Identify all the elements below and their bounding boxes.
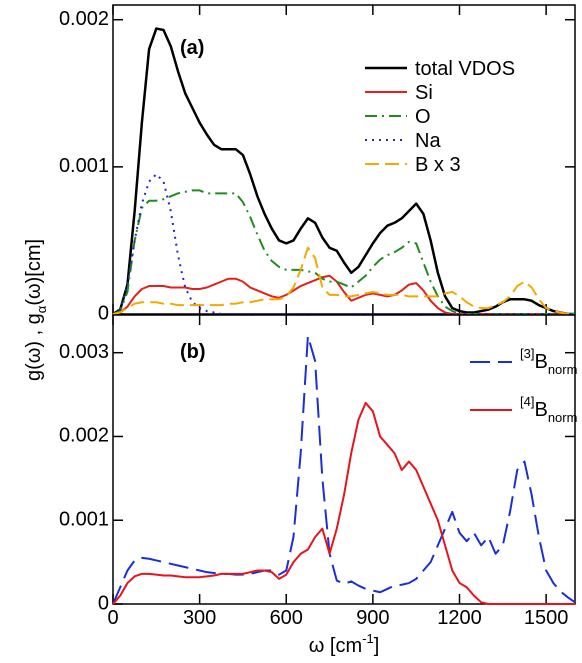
series-line	[112, 246, 575, 315]
series-line	[112, 334, 576, 605]
y-tick-label: 0.003	[59, 341, 109, 363]
x-tick-label: 1200	[437, 607, 482, 629]
legend-label-sub: norm	[548, 410, 578, 425]
legend-label-sup: [4]	[520, 394, 534, 409]
legend-label-sub: norm	[548, 362, 578, 377]
x-tick-label: 300	[183, 607, 216, 629]
legend-label: B x 3	[415, 154, 461, 176]
y-label-tail: (ω)[cm]	[23, 239, 45, 306]
legend-label: total VDOS	[415, 58, 515, 80]
legend-label-sup: [3]	[520, 346, 534, 361]
y-tick-label: 0.002	[59, 8, 109, 30]
y-label-main: g(ω) , g	[23, 313, 45, 381]
legend-label-base: B	[534, 351, 547, 373]
x-tick-label: 1500	[524, 607, 569, 629]
y-tick-label: 0	[98, 302, 109, 324]
y-label-sub: α	[34, 305, 49, 313]
legend-label-base: B	[534, 399, 547, 421]
legend-label: [4]Bnorm	[520, 394, 577, 425]
panel-label: (b)	[180, 341, 206, 363]
y-tick-label: 0.001	[59, 155, 109, 177]
x-label-tail: ]	[374, 635, 380, 657]
x-tick-label: 0	[107, 607, 118, 629]
plot-frame	[112, 4, 576, 315]
x-label-main: ω [cm	[309, 635, 362, 657]
y-axis-label: g(ω) , gα(ω)[cm]	[23, 239, 49, 381]
series-line	[112, 189, 575, 315]
legend-label: [3]Bnorm	[520, 346, 577, 377]
series-line	[112, 27, 575, 316]
legend-label: Si	[415, 82, 433, 104]
plot-frame	[112, 314, 576, 605]
y-tick-label: 0.001	[59, 509, 109, 531]
legend-label: O	[415, 106, 431, 128]
x-tick-label: 600	[270, 607, 303, 629]
y-tick-label: 0	[98, 592, 109, 614]
y-tick-label: 0.002	[59, 425, 109, 447]
series-line	[112, 274, 575, 315]
series-line	[112, 401, 575, 605]
panel-label: (a)	[180, 37, 204, 59]
x-axis-label: ω [cm-1]	[309, 631, 380, 657]
x-tick-label: 900	[356, 607, 389, 629]
x-label-sup: -1	[362, 631, 374, 646]
legend-label: Na	[415, 130, 441, 152]
